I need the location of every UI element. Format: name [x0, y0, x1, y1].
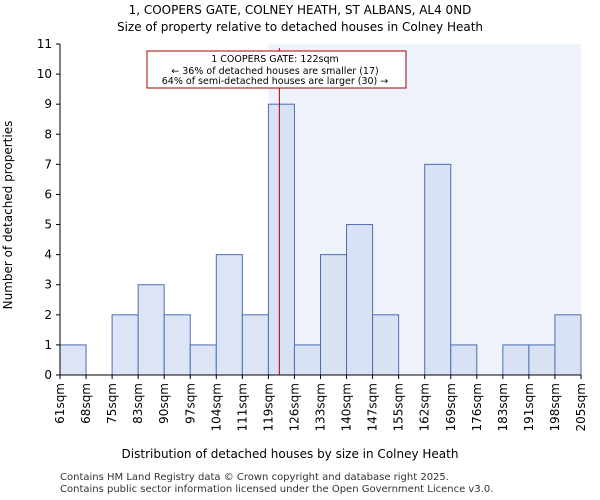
- bar-162sqm: [424, 163, 452, 376]
- x-tick-label: 191sqm: [522, 383, 536, 431]
- x-tick-label: 97sqm: [183, 383, 197, 424]
- x-tick-label: 169sqm: [444, 383, 458, 431]
- y-tick-label: 4: [44, 248, 52, 262]
- bar-119sqm: [267, 103, 295, 376]
- y-tick-label: 7: [44, 157, 52, 171]
- bar-140sqm: [346, 224, 374, 376]
- bar-90sqm: [163, 314, 191, 376]
- bar-97sqm: [189, 344, 217, 376]
- annotation-box: [146, 50, 407, 89]
- x-tick-label: 183sqm: [496, 383, 510, 431]
- y-tick-label: 6: [44, 187, 52, 201]
- bar-126sqm: [293, 344, 322, 376]
- bar-183sqm: [502, 344, 530, 376]
- x-tick-label: 83sqm: [131, 383, 145, 424]
- x-tick-label: 205sqm: [574, 383, 588, 431]
- bar-191sqm: [528, 344, 556, 376]
- annotation-line2: ← 36% of detached houses are smaller (17…: [171, 66, 378, 77]
- y-tick-label: 1: [44, 338, 52, 352]
- bar-133sqm: [320, 254, 348, 376]
- y-tick-label: 2: [44, 308, 52, 322]
- footer-line1: Contains HM Land Registry data © Crown c…: [60, 472, 449, 483]
- bar-147sqm: [372, 314, 400, 376]
- bar-169sqm: [450, 344, 478, 376]
- y-tick-label: 9: [44, 97, 52, 111]
- x-tick-label: 133sqm: [314, 383, 328, 431]
- y-tick-label: 0: [44, 368, 52, 382]
- y-tick-label: 8: [44, 127, 52, 141]
- bar-111sqm: [241, 314, 269, 376]
- annotation-line1: 1 COOPERS GATE: 122sqm: [211, 54, 339, 65]
- x-tick-label: 111sqm: [235, 383, 249, 431]
- bar-198sqm: [554, 314, 582, 376]
- bar-61sqm: [59, 344, 87, 376]
- annotation-line3: 64% of semi-detached houses are larger (…: [162, 76, 389, 87]
- bar-83sqm: [137, 284, 165, 376]
- x-tick-label: 75sqm: [105, 383, 119, 424]
- x-tick-label: 147sqm: [366, 383, 380, 431]
- x-axis-label: Distribution of detached houses by size …: [122, 447, 459, 461]
- y-tick-label: 11: [37, 37, 52, 51]
- x-tick-label: 140sqm: [340, 383, 354, 431]
- x-tick-label: 162sqm: [418, 383, 432, 431]
- y-axis-label: Number of detached properties: [1, 121, 15, 310]
- x-tick-label: 176sqm: [470, 383, 484, 431]
- x-tick-label: 198sqm: [548, 383, 562, 431]
- x-tick-label: 119sqm: [261, 383, 275, 431]
- x-tick-label: 68sqm: [79, 383, 93, 424]
- x-tick-label: 104sqm: [209, 383, 223, 431]
- x-tick-label: 126sqm: [287, 383, 301, 431]
- x-tick-label: 155sqm: [392, 383, 406, 431]
- x-tick-label: 90sqm: [157, 383, 171, 424]
- y-tick-label: 3: [44, 278, 52, 292]
- chart-title-line2: Size of property relative to detached ho…: [117, 20, 483, 34]
- bar-104sqm: [215, 254, 243, 376]
- bar-75sqm: [111, 314, 139, 376]
- y-tick-label: 5: [44, 218, 52, 232]
- chart-title-line1: 1, COOPERS GATE, COLNEY HEATH, ST ALBANS…: [129, 3, 472, 17]
- x-tick-label: 61sqm: [53, 383, 67, 424]
- footer-line2: Contains public sector information licen…: [60, 484, 494, 495]
- y-tick-label: 10: [37, 67, 52, 81]
